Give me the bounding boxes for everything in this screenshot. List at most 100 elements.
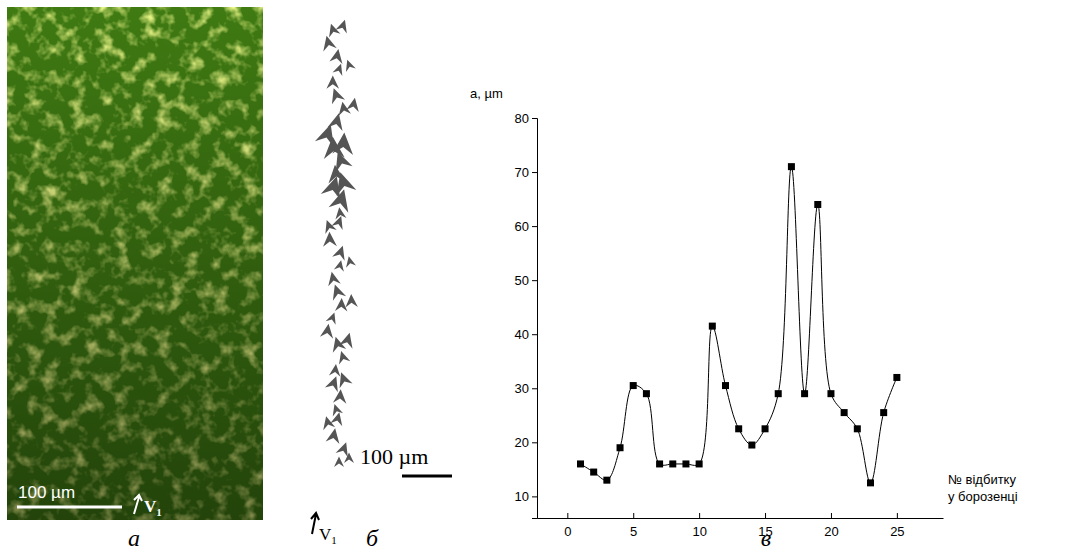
y-tick: 80 [515,111,537,126]
x-tick: 0 [564,513,571,539]
y-tick: 30 [515,381,537,396]
arrow-label: V1 [319,525,337,546]
imprint-shape [321,218,337,234]
y-tick-label: 50 [515,273,529,288]
imprint-shape [329,335,346,353]
imprint-shape [344,255,356,268]
y-tick-mark [532,388,537,389]
panel-c: 10 20 30 40 50 60 70 80 0 5 10 15 20 25 a, µm № відбитк… [470,86,1018,539]
imprint-shape [326,427,342,444]
data-point [880,409,887,416]
panel-letter: а [128,525,140,551]
scale-label: 100 µm [18,483,75,502]
y-tick-mark [532,226,537,227]
data-point [577,460,584,467]
y-tick: 10 [515,489,537,504]
x-axis-title-line: № відбитку [948,472,1016,487]
data-point [617,444,624,451]
x-tick-label: 5 [630,524,637,539]
imprint-shape [326,311,340,325]
y-tick-mark [532,334,537,335]
x-axis-title: № відбитку у борозенці [948,472,1018,504]
y-tick-label: 70 [515,165,529,180]
imprint-shape [327,111,346,131]
panel-letter: б [366,525,379,551]
imprint-shape [335,298,348,312]
data-point [801,390,808,397]
imprint-shape [327,86,345,104]
y-axis-title: a, µm [470,86,503,101]
imprint-shape [336,349,351,364]
y-tick-label: 20 [515,435,529,450]
x-tick-label: 0 [564,524,571,539]
imprint-shape [333,389,348,404]
arrow-index: 1 [331,534,337,546]
imprint-shape [329,402,343,416]
x-tick: 10 [692,513,706,539]
y-axis: 10 20 30 40 50 60 70 80 [515,111,538,519]
x-tick-label: 20 [824,524,838,539]
y-tick-mark [532,496,537,497]
y-axis-line [532,119,538,519]
y-tick-label: 40 [515,327,529,342]
imprint-shape [334,206,347,219]
micrograph-speckle [7,7,263,520]
plot-marks [577,163,900,486]
imprint-shape [344,453,354,464]
y-tick-label: 10 [515,489,529,504]
imprint-shape [342,58,355,72]
data-point [669,460,676,467]
data-point [775,390,782,397]
x-axis-title-line: у борозенці [948,489,1018,504]
x-tick-mark [567,513,568,518]
y-tick-label: 80 [515,111,529,126]
imprint-shape [326,75,339,88]
data-point [709,323,716,330]
data-point [748,442,755,449]
x-tick: 5 [630,513,637,539]
x-tick-mark [765,513,766,518]
velocity-arrow [134,495,142,514]
x-axis-line [538,518,944,519]
data-point [762,425,769,432]
data-point [696,460,703,467]
y-tick: 20 [515,435,537,450]
imprint-shape [345,294,358,308]
micrograph [7,7,263,520]
x-axis: 0 5 10 15 20 25 [538,513,944,539]
x-tick-mark [831,513,832,518]
imprint-shape [320,323,335,339]
arrow-letter: V [144,497,157,516]
y-tick-mark [532,442,537,443]
imprint-shape [332,244,349,261]
imprint-shape [325,270,340,286]
imprint-shape [320,415,335,430]
imprint-shape [329,187,354,213]
scale-bar [402,475,452,478]
imprint-shape [334,259,346,272]
data-point [788,163,795,170]
imprint-shape [327,164,346,184]
x-tick-mark [897,513,898,518]
micrograph-shade [7,7,263,520]
data-point [682,460,689,467]
imprint-shape [329,48,345,64]
data-point [867,479,874,486]
x-tick-mark [633,513,634,518]
imprint-shape [332,132,354,155]
data-point [814,201,821,208]
data-point [656,460,663,467]
x-tick-label: 25 [890,524,904,539]
imprint-shape [330,411,345,426]
data-point [590,469,597,476]
panel-a: 100 µmV1 [7,7,263,520]
imprint-shape [334,457,344,468]
y-tick: 60 [515,219,537,234]
data-line [581,167,897,483]
imprint-shape [346,97,361,112]
imprint-shape [322,232,336,247]
data-point [893,374,900,381]
x-tick: 25 [890,513,904,539]
imprint-shape [339,331,356,349]
x-tick-label: 15 [758,524,772,539]
